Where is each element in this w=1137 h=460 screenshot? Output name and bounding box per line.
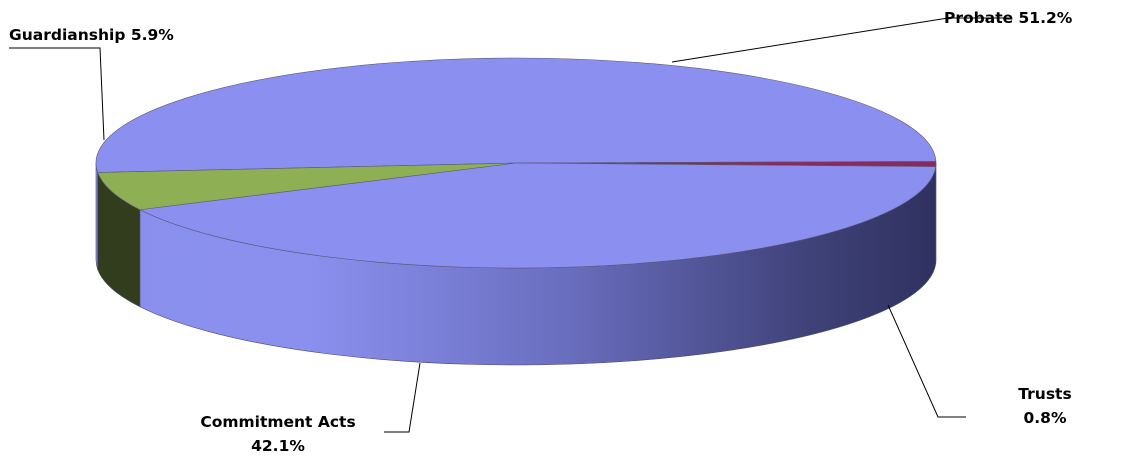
pie-labels: Probate 51.2% Guardianship 5.9% Commitme… [9, 9, 1073, 455]
pie-slice-probate [95, 57, 937, 173]
pie-slice-commitment-acts [138, 162, 937, 269]
label-probate: Probate 51.2% [944, 9, 1073, 27]
leader-line-commitment [384, 362, 421, 433]
leader-line-probate [671, 17, 1009, 63]
label-trusts-value: 0.8% [1024, 409, 1067, 427]
label-commitment-value: 42.1% [251, 437, 305, 455]
leader-line-guardianship [9, 47, 105, 141]
pie-top-faces [95, 57, 937, 269]
label-guardianship: Guardianship 5.9% [9, 26, 174, 44]
leader-line-trusts [887, 304, 966, 418]
pie-slice-guardianship [97, 162, 517, 211]
label-trusts-name: Trusts [1018, 385, 1071, 403]
label-commitment-name: Commitment Acts [200, 413, 355, 431]
